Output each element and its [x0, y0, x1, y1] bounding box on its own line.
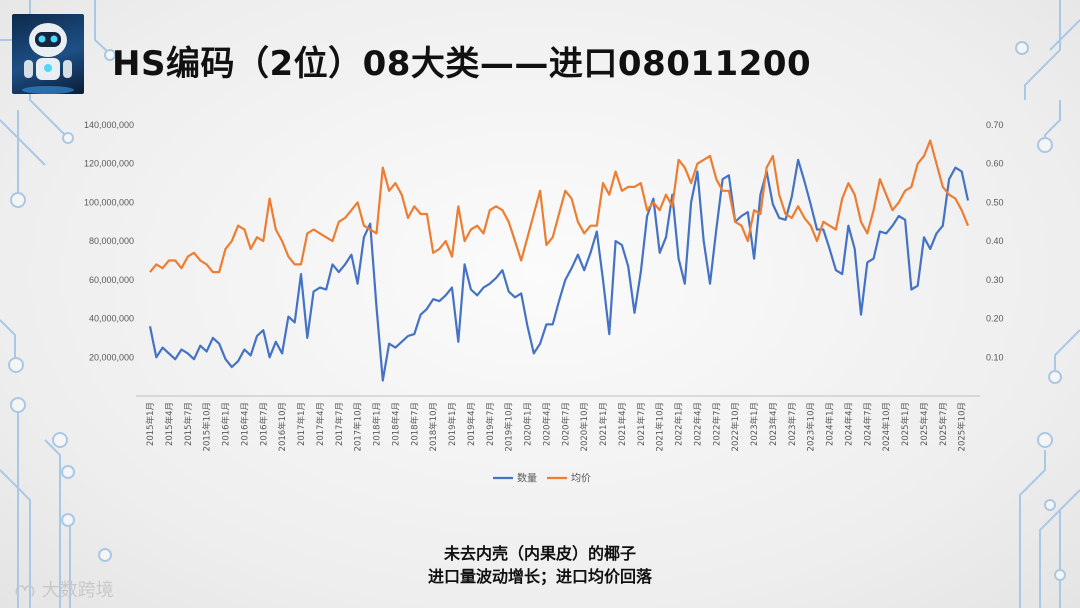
right-axis-tick-label: 0.50: [986, 197, 1004, 207]
x-axis-tick-label: 2015年4月: [164, 402, 175, 446]
x-axis-tick-label: 2016年10月: [277, 402, 288, 451]
left-axis-tick-label: 140,000,000: [84, 120, 134, 130]
x-axis-tick-label: 2021年10月: [655, 402, 666, 451]
left-axis-tick-label: 20,000,000: [89, 352, 134, 362]
x-axis-tick-label: 2022年7月: [711, 402, 722, 446]
x-axis-tick-label: 2025年4月: [919, 402, 930, 446]
x-axis-tick-label: 2025年1月: [900, 402, 911, 446]
x-axis-tick-label: 2025年7月: [938, 402, 949, 446]
x-axis-tick-label: 2018年7月: [409, 402, 420, 446]
legend-label: 数量: [517, 472, 537, 485]
x-axis-tick-label: 2018年1月: [372, 402, 383, 446]
series-line-price: [149, 139, 970, 274]
x-axis-tick-label: 2023年1月: [749, 402, 760, 446]
watermark: 大数跨境: [14, 576, 114, 602]
x-axis-tick-label: 2020年7月: [560, 402, 571, 446]
x-axis-tick-label: 2016年4月: [239, 402, 250, 446]
x-axis-tick-label: 2023年4月: [768, 402, 779, 446]
left-axis-tick-label: 80,000,000: [89, 236, 134, 246]
x-axis-tick-label: 2020年10月: [579, 402, 590, 451]
right-axis-tick-label: 0.30: [986, 275, 1004, 285]
right-axis-tick-label: 0.70: [986, 120, 1004, 130]
left-axis-tick-label: 60,000,000: [89, 275, 134, 285]
watermark-text: 大数跨境: [41, 580, 114, 601]
x-axis-tick-label: 2020年4月: [541, 402, 552, 446]
right-axis-ticks: 0.10 0.20 0.30 0.40 0.50 0.60 0.70: [986, 120, 1004, 362]
x-axis-tick-label: 2021年7月: [636, 402, 647, 446]
right-axis-tick-label: 0.20: [986, 314, 1004, 324]
series-line-quantity: [148, 158, 970, 382]
caption-product: 未去内壳（内果皮）的椰子: [443, 544, 636, 563]
left-axis-ticks: 20,000,000 40,000,000 60,000,000 80,000,000…: [84, 120, 134, 362]
x-axis-tick-label: 2024年7月: [862, 402, 873, 446]
left-axis-tick-label: 120,000,000: [84, 159, 134, 169]
chart-legend: 数量 均价: [493, 472, 591, 485]
watermark-logo-icon: [15, 585, 35, 597]
x-axis-tick-label: 2018年4月: [390, 402, 401, 446]
page-title: HS编码（2位）08大类——进口08011200: [112, 44, 812, 84]
x-axis-tick-label: 2019年4月: [466, 402, 477, 446]
left-axis-tick-label: 40,000,000: [89, 314, 134, 324]
x-axis-tick-label: 2017年1月: [296, 402, 307, 446]
left-axis-tick-label: 100,000,000: [84, 197, 134, 207]
robot-logo: [12, 14, 84, 94]
robot-logo-icon: [22, 23, 74, 94]
x-axis-tick-label: 2022年10月: [730, 402, 741, 451]
x-axis-tick-label: 2025年10月: [957, 402, 968, 451]
x-axis-tick-label: 2024年4月: [843, 402, 854, 446]
legend-label: 均价: [571, 473, 591, 485]
x-axis-tick-label: 2018年10月: [428, 402, 439, 451]
series-lines: [148, 139, 970, 382]
x-axis-tick-label: 2015年10月: [202, 402, 213, 451]
x-axis-tick-label: 2022年1月: [674, 402, 685, 446]
x-axis-tick-label: 2024年1月: [825, 402, 836, 446]
x-axis-tick-label: 2015年1月: [145, 402, 156, 446]
x-axis-tick-label: 2019年10月: [504, 402, 515, 451]
x-axis-tick-label: 2019年7月: [485, 402, 496, 446]
x-axis-tick-label: 2024年10月: [881, 402, 892, 451]
x-axis-tick-label: 2017年10月: [353, 402, 364, 451]
x-axis-tick-label: 2022年4月: [692, 402, 703, 446]
x-axis-tick-label: 2019年1月: [447, 402, 458, 446]
x-axis-tick-label: 2017年4月: [315, 402, 326, 446]
right-axis-tick-label: 0.60: [986, 159, 1004, 169]
right-axis-tick-label: 0.40: [986, 236, 1004, 246]
x-axis-tick-label: 2016年7月: [258, 402, 269, 446]
x-axis-tick-label: 2017年7月: [334, 402, 345, 446]
x-axis-tick-label: 2016年1月: [221, 402, 232, 446]
x-axis-tick-label: 2021年4月: [617, 402, 628, 446]
right-axis-tick-label: 0.10: [986, 352, 1004, 362]
x-axis-tick-label: 2015年7月: [183, 402, 194, 446]
x-axis-tick-label: 2023年10月: [806, 402, 817, 451]
line-chart: 20,000,000 40,000,000 60,000,000 80,000,000…: [84, 120, 1004, 485]
x-axis-labels: 2015年1月 2015年4月 2015年7月 2015年10月 2016年1月 2016…: [145, 402, 968, 451]
x-axis-tick-label: 2020年1月: [523, 402, 534, 446]
x-axis-tick-label: 2021年1月: [598, 402, 609, 446]
x-axis-tick-label: 2023年7月: [787, 402, 798, 446]
caption-summary: 进口量波动增长；进口均价回落: [427, 567, 652, 586]
